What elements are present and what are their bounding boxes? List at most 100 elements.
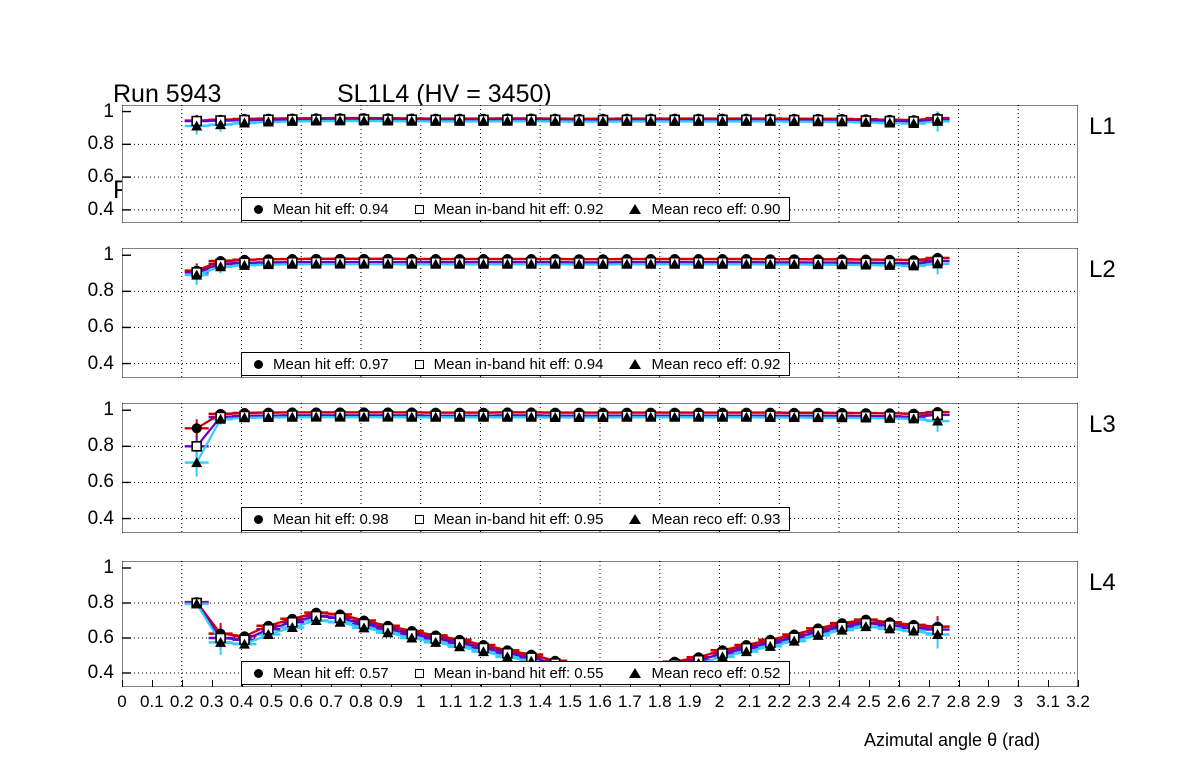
data-point xyxy=(286,258,298,269)
data-point xyxy=(597,258,609,269)
legend-entry-hit-eff: Mean hit eff: 0.57 xyxy=(254,662,389,684)
legend-label: Mean hit eff: 0.57 xyxy=(273,664,389,682)
data-point xyxy=(669,258,681,269)
data-point xyxy=(525,411,537,422)
legend-entry-hit-eff: Mean hit eff: 0.94 xyxy=(254,198,389,220)
data-point xyxy=(358,622,370,633)
data-point xyxy=(262,411,274,422)
data-point xyxy=(573,411,585,422)
x-tick-label: 2.5 xyxy=(857,692,881,711)
x-tick-label: 1 xyxy=(416,692,426,711)
data-point xyxy=(430,258,442,269)
data-point xyxy=(334,411,346,422)
y-tick-label: 0.6 xyxy=(87,627,114,648)
data-point xyxy=(836,412,848,423)
y-tick-label: 0.4 xyxy=(87,507,114,529)
data-point xyxy=(812,259,824,270)
data-point xyxy=(549,115,561,126)
data-point xyxy=(406,632,418,643)
x-tick-mark xyxy=(1078,680,1079,687)
legend-label: Mean in-band hit eff: 0.92 xyxy=(433,200,604,218)
x-tick-mark xyxy=(1048,680,1050,687)
data-point xyxy=(191,441,202,452)
legend-label: Mean reco eff: 0.93 xyxy=(651,510,781,528)
y-tick-label: 1 xyxy=(103,399,114,421)
x-tick-label: 0.8 xyxy=(349,692,373,711)
data-point xyxy=(908,625,920,636)
panel-l1 xyxy=(122,105,1078,223)
filled-triangle-icon xyxy=(629,514,642,524)
legend-label: Mean hit eff: 0.94 xyxy=(273,200,389,218)
x-tick-label: 2.4 xyxy=(827,692,851,711)
data-point xyxy=(430,411,442,422)
data-point xyxy=(382,627,394,638)
data-point xyxy=(215,413,227,424)
data-point xyxy=(645,115,657,126)
data-point xyxy=(430,636,442,647)
data-point xyxy=(836,116,848,127)
data-point xyxy=(693,411,705,422)
data-point xyxy=(382,258,394,269)
data-point xyxy=(286,622,298,632)
x-tick-label: 1.8 xyxy=(647,692,672,711)
data-point xyxy=(238,412,250,423)
legend-label: Mean reco eff: 0.52 xyxy=(651,664,781,682)
data-point xyxy=(812,412,824,423)
data-point xyxy=(764,115,776,126)
data-point xyxy=(549,411,561,422)
legend-entry-reco-eff: Mean reco eff: 0.52 xyxy=(629,662,780,684)
x-tick-label: 2.8 xyxy=(946,692,971,711)
data-point xyxy=(573,116,585,127)
data-point xyxy=(477,411,489,422)
panel-plot-area xyxy=(122,105,1078,223)
data-point xyxy=(310,411,322,422)
x-tick-mark xyxy=(809,680,811,687)
x-tick-label: 2.1 xyxy=(737,692,762,711)
data-point xyxy=(812,629,824,640)
data-point xyxy=(884,623,896,634)
legend-label: Mean reco eff: 0.90 xyxy=(651,200,781,218)
data-point xyxy=(406,411,418,422)
data-point xyxy=(740,258,752,269)
legend-l4: Mean hit eff: 0.57 Mean in-band hit eff: … xyxy=(241,661,790,685)
y-tick-label: 1 xyxy=(103,244,114,266)
legend-label: Mean hit eff: 0.97 xyxy=(273,355,389,373)
legend-l2: Mean hit eff: 0.97 Mean in-band hit eff: … xyxy=(241,352,790,376)
legend-entry-hit-eff: Mean hit eff: 0.98 xyxy=(254,508,389,530)
y-tick-label: 0.6 xyxy=(87,316,114,338)
x-tick-label: 0.3 xyxy=(199,692,224,711)
data-point xyxy=(860,116,872,127)
data-point xyxy=(454,641,466,652)
data-point xyxy=(597,116,609,127)
data-point xyxy=(454,258,466,269)
data-point xyxy=(932,258,944,269)
x-tick-label: 0.7 xyxy=(319,692,343,711)
x-tick-mark xyxy=(839,680,840,687)
x-tick-mark xyxy=(868,680,870,687)
data-point xyxy=(525,258,537,269)
data-point xyxy=(430,115,442,126)
data-point xyxy=(215,636,227,647)
panel-label-l3: L3 xyxy=(1089,411,1116,438)
x-tick-label: 1.5 xyxy=(558,692,582,711)
data-point xyxy=(621,115,633,126)
data-point xyxy=(716,651,728,662)
y-tick-label: 0.8 xyxy=(87,133,114,155)
x-tick-mark xyxy=(1018,680,1020,687)
x-tick-label: 3.2 xyxy=(1066,692,1090,711)
x-tick-label: 0.2 xyxy=(169,692,194,711)
data-point xyxy=(740,646,752,657)
data-point xyxy=(191,457,203,468)
x-tick-label: 1.4 xyxy=(528,692,553,711)
data-point xyxy=(740,115,752,126)
x-tick-label: 2.9 xyxy=(976,692,1001,711)
legend-entry-reco-eff: Mean reco eff: 0.90 xyxy=(629,198,780,220)
panel-label-l1: L1 xyxy=(1089,113,1116,140)
data-point xyxy=(669,115,681,126)
x-tick-mark xyxy=(211,680,213,687)
x-tick-label: 1.2 xyxy=(468,692,493,711)
x-tick-mark xyxy=(122,680,123,687)
data-point xyxy=(238,117,250,128)
data-point xyxy=(716,115,728,126)
legend-entry-inband-eff: Mean in-band hit eff: 0.94 xyxy=(414,353,603,375)
